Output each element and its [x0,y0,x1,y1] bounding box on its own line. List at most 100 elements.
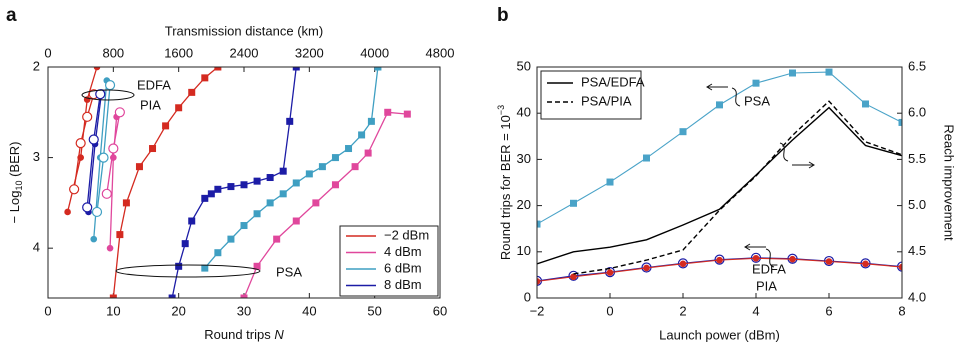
y-axis-label-sup: −3 [496,105,506,115]
x-axis-label-text: Round trips [204,327,274,342]
x-tick-label: −2 [530,303,545,318]
y-axis-label: Round trips for BER = 10−3 [496,105,513,260]
y-axis-label-text: Round trips for BER = 10 [498,115,513,260]
point-psa [227,183,235,191]
x-tick-label: 0 [606,303,613,318]
ratio-line [573,100,902,275]
point-pia [93,67,101,71]
point-edfa [95,89,106,100]
point-psa [253,177,261,185]
y-tick-label: 0 [524,289,531,304]
point-psa [331,154,339,162]
point [789,69,796,77]
point-psa [122,199,130,207]
point [606,178,614,186]
point-psa [358,131,366,139]
annotation: PSA [744,93,770,108]
point-pia [64,208,71,216]
point [537,278,541,285]
legend-label: −2 dBm [384,227,429,242]
curve-edfa [73,93,95,190]
point [750,252,762,263]
point [716,256,723,264]
point-psa [351,163,359,171]
point-psa [240,181,248,189]
y-tick-label: 2 [33,58,40,73]
y-axis-label-text: − Log [7,191,22,224]
x-axis-label: Round trips N [204,327,284,342]
point-edfa [69,184,80,195]
point-psa [374,67,382,71]
point [643,264,650,272]
legend-label: 4 dBm [384,244,422,259]
point-psa [175,104,183,112]
point-psa [253,210,261,218]
point [862,260,869,268]
legend-box [339,225,439,297]
point-edfa [114,107,125,118]
y2-tick-label: 5.0 [908,197,926,212]
x2-tick-label: 1600 [164,45,193,60]
point [570,273,577,281]
point-psa [292,67,300,71]
x2-tick-label: 0 [44,45,51,60]
y2-tick-label: 6.5 [908,58,926,73]
x2-tick-label: 4800 [426,45,455,60]
annotation-curl [731,87,741,107]
x2-tick-label: 800 [102,45,124,60]
point-psa [279,167,287,175]
point-edfa [98,152,109,163]
curve-psa [112,67,219,298]
point-psa [201,264,209,272]
point-psa [345,145,353,153]
point-edfa [75,137,86,149]
curve-psa [243,111,408,298]
x2-tick-label: 2400 [230,45,259,60]
point-psa [175,262,183,270]
point-edfa [108,143,119,154]
point [679,128,687,136]
y-tick-label: 40 [517,105,531,120]
ratio-line [537,106,902,265]
annotation-curl [765,248,775,268]
point-psa [201,74,209,82]
y2-tick-label: 4.0 [908,289,926,304]
point-psa [292,217,300,225]
point [825,258,833,265]
y-tick-label: 3 [33,149,40,164]
point-psa [292,179,300,187]
y-tick-label: 10 [517,243,531,258]
point-psa [279,190,287,198]
y-tick-label: 50 [517,58,531,73]
point-psa [331,181,339,189]
point-psa [318,163,326,171]
y-axis-label-sub: 10 [14,181,24,191]
point-psa [266,199,274,207]
point-psa [312,199,320,207]
point [862,100,869,108]
point-psa [207,190,215,198]
plot-frame [47,66,441,299]
x2-tick-label: 4000 [360,45,389,60]
x-tick-label: 40 [302,303,316,318]
y-axis-label-text: (BER) [7,142,22,181]
point [752,79,760,87]
point-psa [384,108,392,116]
y-axis-label: − Log10 (BER) [7,142,24,224]
point-psa [135,163,143,171]
y-tick-label: 30 [517,151,531,166]
point-psa [116,231,124,239]
x-tick-label: 4 [752,303,759,318]
annotation: PIA [756,278,777,293]
annotation-ellipse [115,264,261,278]
y-tick-label: 20 [517,197,531,212]
point-edfa [91,206,103,218]
legend-label: 6 dBm [384,260,422,275]
legend-box [540,70,642,120]
panel-label: b [497,5,509,26]
y2-tick-label: 5.5 [908,151,926,166]
y-tick-label: 4 [33,240,40,255]
x-axis-label: Launch power (dBm) [659,327,780,342]
legend-label: PSA/EDFA [581,74,645,89]
